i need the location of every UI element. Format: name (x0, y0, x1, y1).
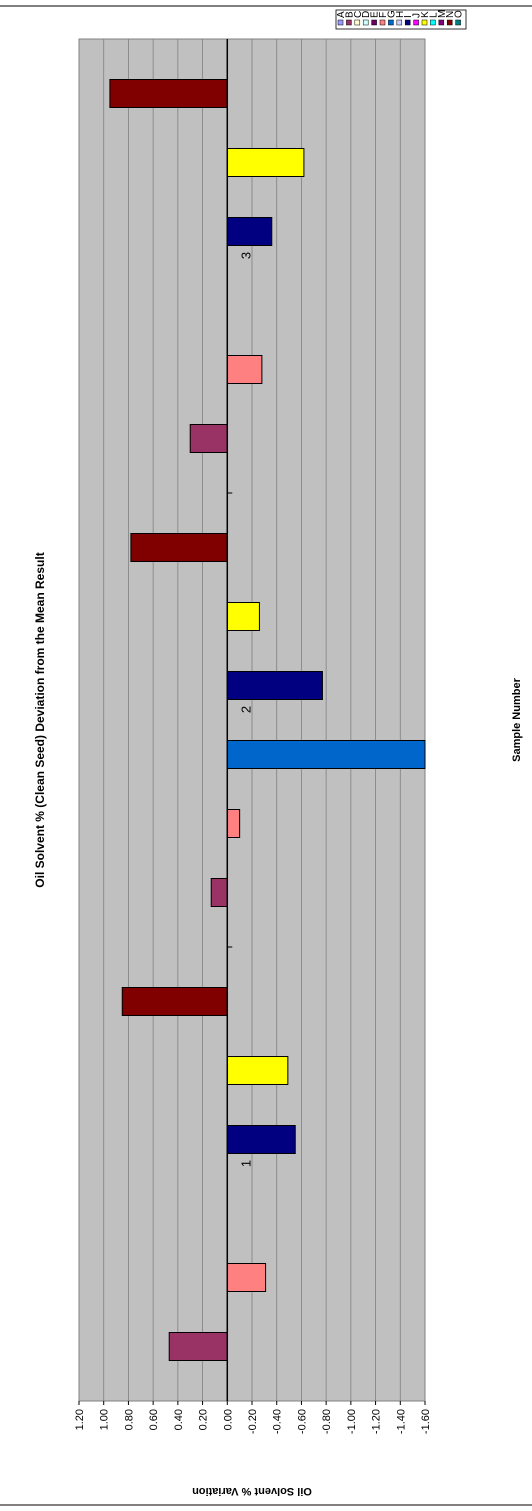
y-tick-label: -0.40 (272, 1409, 284, 1434)
bar-k-sample-2 (226, 602, 260, 631)
y-tick-label: 0.80 (123, 1409, 135, 1430)
legend-swatch-c (354, 19, 361, 26)
bar-b-sample-2 (210, 878, 228, 907)
legend-swatch-a (337, 19, 344, 26)
y-tick-label: 1.20 (74, 1409, 86, 1430)
y-tick-label: 1.00 (99, 1409, 111, 1430)
legend-label-m: M (437, 10, 448, 18)
bar-f-sample-3 (226, 355, 263, 384)
legend-swatch-g (388, 19, 394, 26)
y-axis-title: Oil Solvent % Variation (192, 1485, 312, 1497)
y-tick-label: -1.00 (346, 1409, 358, 1434)
category-label: 2 (238, 706, 253, 713)
bar-i-sample-2 (226, 671, 323, 700)
legend-swatch-l (430, 19, 436, 26)
category-labels: 1 2 3 (238, 252, 253, 1167)
bar-g-sample-2 (226, 740, 426, 769)
x-axis-title: Sample Number (511, 677, 523, 761)
bar-b-sample-3 (189, 424, 228, 453)
y-tick-label: -1.20 (371, 1409, 383, 1434)
legend-swatch-n (446, 19, 453, 26)
legend-swatch-d (362, 19, 369, 26)
y-tick-labels: 1.20 1.00 0.80 0.60 0.40 0.20 0.00 -0.20 -0.40 -0… (74, 1409, 432, 1434)
legend-swatch-k (421, 19, 428, 26)
y-tick-label: -0.60 (296, 1409, 308, 1434)
legend-label-n: N (445, 11, 456, 18)
y-tick-label: -0.80 (321, 1409, 333, 1434)
legend-swatch-o (455, 19, 461, 26)
legend-label-k: K (420, 11, 431, 18)
legend-swatch-i (404, 19, 411, 26)
legend-label-e: E (370, 11, 381, 18)
legend-label-o: O (454, 10, 465, 18)
y-tick-label: -1.40 (395, 1409, 407, 1434)
y-tick-label: -0.20 (247, 1409, 259, 1434)
legend-swatch-e (371, 19, 377, 26)
bar-n-sample-1 (121, 987, 228, 1016)
bar-f-sample-2 (226, 809, 241, 838)
legend-swatch-h (396, 19, 403, 26)
bar-i-sample-1 (226, 1125, 296, 1154)
bar-k-sample-1 (226, 1056, 289, 1085)
category-label: 3 (238, 252, 253, 259)
bar-f-sample-1 (226, 1263, 267, 1292)
legend-swatch-b (346, 19, 352, 26)
bar-n-sample-3 (109, 79, 228, 108)
legend-label-i: I (403, 15, 414, 18)
legend-label-d: D (361, 11, 372, 18)
y-tick-label: -1.60 (420, 1409, 432, 1434)
legend-swatch-f (379, 19, 386, 26)
legend-label-h: H (395, 11, 406, 18)
gridlines (78, 39, 426, 1405)
chart-title: Oil Solvent % (Clean Seed) Deviation fro… (33, 552, 47, 887)
bar-k-sample-3 (226, 148, 305, 177)
bar-n-sample-2 (130, 533, 228, 562)
y-tick-label: 0.00 (222, 1409, 234, 1430)
legend-label-c: C (353, 11, 364, 18)
bar-b-sample-1 (168, 1332, 228, 1361)
category-separators (227, 492, 233, 948)
legend-label-l: L (428, 12, 439, 18)
legend-label-g: G (386, 10, 397, 18)
y-tick-label: 0.60 (148, 1409, 160, 1430)
bars (109, 79, 426, 1361)
bar-i-sample-3 (226, 217, 273, 246)
legend-label-b: B (344, 11, 355, 18)
y-tick-label: 0.20 (198, 1409, 210, 1430)
category-label: 1 (238, 1160, 253, 1167)
legend-swatch-j (413, 19, 419, 26)
legend-label-a: A (336, 11, 347, 18)
y-tick-label: 0.40 (173, 1409, 185, 1430)
legend-label-f: F (378, 12, 389, 18)
legend-swatch-m (438, 19, 445, 26)
legend-label-j: J (412, 13, 423, 18)
